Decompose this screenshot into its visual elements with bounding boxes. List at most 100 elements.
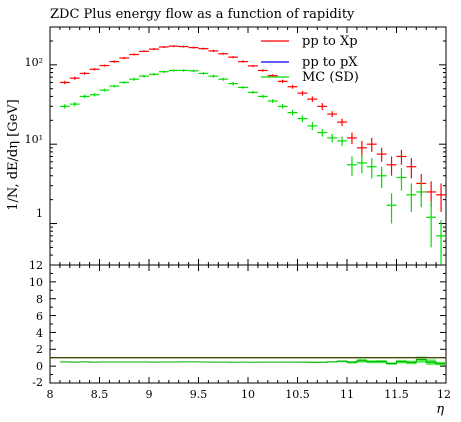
x-tick-label: 11 bbox=[340, 388, 354, 401]
data-point-mc-sd bbox=[267, 99, 278, 104]
data-point-pp-to-xp bbox=[158, 45, 169, 49]
data-point-pp-to-xp bbox=[139, 50, 149, 53]
data-point-mc-sd bbox=[218, 77, 229, 81]
data-point-mc-sd bbox=[238, 86, 248, 89]
data-point-mc-sd bbox=[297, 115, 308, 123]
data-point-pp-to-xp bbox=[69, 76, 80, 80]
x-tick-label: 10.5 bbox=[285, 388, 310, 401]
x-tick-label: 9.5 bbox=[190, 388, 208, 401]
data-point-mc-sd bbox=[158, 70, 169, 73]
data-point-pp-to-xp bbox=[248, 64, 258, 67]
data-point-pp-to-xp bbox=[317, 103, 328, 110]
data-point-pp-to-xp bbox=[228, 56, 239, 59]
data-point-mc-sd bbox=[396, 168, 407, 191]
data-point-pp-to-xp bbox=[59, 80, 70, 85]
x-tick-label: 11.5 bbox=[384, 388, 409, 401]
legend: pp to Xp pp to pX MC (SD) bbox=[261, 34, 359, 85]
data-point-pp-to-xp bbox=[297, 90, 308, 96]
data-point-pp-to-xp bbox=[337, 118, 347, 126]
x-tick-label: 9 bbox=[146, 388, 153, 401]
y-tick-label-ratio: 6 bbox=[36, 310, 43, 323]
data-point-pp-to-xp bbox=[129, 53, 140, 56]
data-point-pp-to-xp bbox=[99, 64, 110, 67]
data-point-mc-sd bbox=[416, 181, 427, 208]
data-point-mc-sd bbox=[139, 74, 149, 78]
data-point-mc-sd bbox=[188, 69, 199, 73]
ratio-band bbox=[50, 356, 447, 366]
data-point-mc-sd bbox=[69, 102, 80, 107]
ratio-line bbox=[59, 359, 446, 365]
data-point-mc-sd bbox=[406, 183, 417, 212]
data-point-mc-sd bbox=[129, 77, 140, 81]
main-panel-frame bbox=[49, 26, 447, 266]
data-point-mc-sd bbox=[287, 109, 298, 116]
axis-ticks bbox=[49, 26, 447, 384]
data-point-pp-to-xp bbox=[436, 183, 446, 212]
data-point-mc-sd bbox=[277, 104, 288, 109]
data-point-pp-to-xp bbox=[89, 68, 100, 71]
data-point-pp-to-xp bbox=[257, 69, 268, 72]
data-point-pp-to-xp bbox=[109, 60, 120, 63]
data-point-mc-sd bbox=[366, 157, 377, 179]
data-point-pp-to-xp bbox=[178, 45, 189, 48]
ratio-band-area bbox=[59, 356, 447, 366]
data-point-mc-sd bbox=[59, 104, 70, 109]
y-tick-label-ratio: 8 bbox=[36, 293, 43, 306]
x-tick-label: 12 bbox=[437, 388, 451, 401]
data-point-pp-to-xp bbox=[287, 84, 298, 89]
y-axis-label: 1/N, dE/dη [GeV] bbox=[6, 99, 21, 211]
data-point-mc-sd bbox=[89, 93, 100, 97]
data-point-pp-to-xp bbox=[356, 140, 367, 157]
data-point-mc-sd bbox=[386, 193, 397, 224]
data-point-pp-to-xp bbox=[149, 48, 159, 51]
legend-label-mc-sd: MC (SD) bbox=[302, 70, 359, 85]
y-tick-label-ratio: 12 bbox=[29, 259, 43, 272]
data-point-pp-to-xp bbox=[307, 96, 318, 103]
y-tick-label-ratio: 2 bbox=[36, 343, 43, 356]
y-tick-label-ratio: 4 bbox=[36, 327, 43, 340]
data-point-mc-sd bbox=[347, 156, 357, 176]
data-point-pp-to-xp bbox=[386, 156, 397, 176]
data-point-mc-sd bbox=[149, 72, 159, 76]
legend-label-pp-to-px: pp to pX bbox=[302, 55, 358, 70]
legend-label-pp-to-xp: pp to Xp bbox=[302, 34, 358, 49]
chart-title: ZDC Plus energy flow as a function of ra… bbox=[50, 7, 355, 22]
data-point-mc-sd bbox=[109, 84, 120, 88]
data-point-mc-sd bbox=[337, 136, 347, 146]
y-tick-label-main: 10¹ bbox=[25, 133, 43, 146]
data-point-mc-sd bbox=[317, 129, 328, 137]
data-point-mc-sd bbox=[198, 72, 209, 75]
x-tick-label: 10 bbox=[241, 388, 255, 401]
data-point-mc-sd bbox=[426, 201, 437, 248]
data-point-mc-sd bbox=[228, 81, 239, 86]
data-point-mc-sd bbox=[307, 122, 318, 131]
data-point-mc-sd bbox=[178, 69, 189, 72]
data-point-mc-sd bbox=[99, 88, 110, 92]
data-point-pp-to-xp bbox=[79, 72, 90, 75]
data-point-pp-to-xp bbox=[376, 147, 387, 162]
y-tick-label-ratio: 10 bbox=[29, 276, 43, 289]
data-point-pp-to-xp bbox=[168, 45, 179, 48]
data-point-pp-to-xp bbox=[366, 137, 377, 152]
x-axis-label: η bbox=[436, 402, 444, 417]
data-point-mc-sd bbox=[376, 166, 387, 189]
data-point-mc-sd bbox=[257, 94, 268, 99]
data-points bbox=[59, 45, 446, 265]
y-tick-label-ratio: 0 bbox=[36, 360, 43, 373]
data-point-pp-to-xp bbox=[238, 60, 248, 63]
data-point-mc-sd bbox=[208, 74, 219, 78]
ratio-panel-frame bbox=[49, 264, 447, 384]
y-tick-label-main: 10² bbox=[25, 56, 43, 69]
data-point-mc-sd bbox=[79, 94, 90, 99]
data-point-mc-sd bbox=[356, 155, 367, 174]
data-point-mc-sd bbox=[248, 90, 258, 94]
data-point-pp-to-xp bbox=[396, 149, 407, 165]
data-point-pp-to-xp bbox=[119, 56, 130, 60]
data-point-mc-sd bbox=[327, 133, 338, 143]
y-tick-label-ratio: -2 bbox=[32, 376, 43, 389]
data-point-pp-to-xp bbox=[188, 46, 199, 49]
data-point-pp-to-xp bbox=[277, 79, 288, 84]
y-tick-label-main: 1 bbox=[36, 207, 43, 220]
data-point-pp-to-xp bbox=[198, 47, 209, 50]
